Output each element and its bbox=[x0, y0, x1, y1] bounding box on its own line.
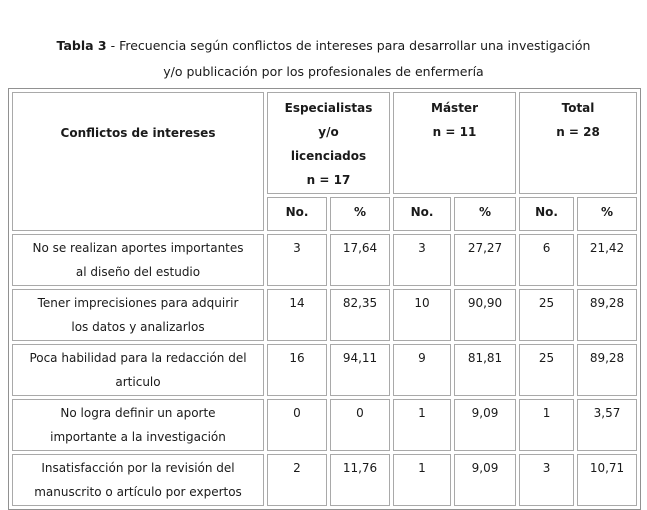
data-cell: 3 bbox=[267, 234, 327, 286]
data-cell: 25 bbox=[519, 344, 575, 396]
subheader-no-total: No. bbox=[519, 197, 575, 231]
data-cell: 3 bbox=[393, 234, 451, 286]
data-cell: 11,76 bbox=[330, 454, 390, 506]
data-cell: 3,57 bbox=[577, 399, 638, 451]
column-group-master: Máster n = 11 bbox=[393, 92, 517, 194]
data-cell: 3 bbox=[519, 454, 575, 506]
data-cell: 21,42 bbox=[577, 234, 638, 286]
table-row: No se realizan aportes importantes al di… bbox=[12, 234, 638, 286]
data-cell: 81,81 bbox=[454, 344, 517, 396]
data-cell: 17,64 bbox=[330, 234, 390, 286]
row-label: Tener imprecisiones para adquirir los da… bbox=[12, 289, 264, 341]
data-cell: 14 bbox=[267, 289, 327, 341]
data-cell: 10 bbox=[393, 289, 451, 341]
row-label: Poca habilidad para la redacción del art… bbox=[12, 344, 264, 396]
table-row: No logra definir un aporte importante a … bbox=[12, 399, 638, 451]
data-cell: 9 bbox=[393, 344, 451, 396]
table-row: Insatisfacción por la revisión del manus… bbox=[12, 454, 638, 506]
table-caption-number: Tabla 3 bbox=[56, 38, 107, 53]
data-cell: 6 bbox=[519, 234, 575, 286]
data-cell: 90,90 bbox=[454, 289, 517, 341]
header-row-groups: Conflictos de intereses Especialistas y/… bbox=[12, 92, 638, 231]
data-cell: 94,11 bbox=[330, 344, 390, 396]
column-group-especialistas: Especialistas y/o licenciados n = 17 bbox=[267, 92, 390, 194]
data-cell: 9,09 bbox=[454, 399, 517, 451]
data-cell: 16 bbox=[267, 344, 327, 396]
subheader-pct-total: % bbox=[577, 197, 638, 231]
subheader-pct-especialistas: % bbox=[330, 197, 390, 231]
header-row-subheaders: No. % No. % No. % bbox=[12, 197, 638, 231]
data-cell: 25 bbox=[519, 289, 575, 341]
row-label: No se realizan aportes importantes al di… bbox=[12, 234, 264, 286]
data-cell: 1 bbox=[393, 454, 451, 506]
data-cell: 0 bbox=[267, 399, 327, 451]
column-header-conflictos: Conflictos de intereses bbox=[12, 92, 264, 231]
table-row: Poca habilidad para la redacción del art… bbox=[12, 344, 638, 396]
data-cell: 89,28 bbox=[577, 344, 638, 396]
subheader-no-master: No. bbox=[393, 197, 451, 231]
data-cell: 10,71 bbox=[577, 454, 638, 506]
data-cell: 2 bbox=[267, 454, 327, 506]
data-cell: 82,35 bbox=[330, 289, 390, 341]
data-cell: 0 bbox=[330, 399, 390, 451]
subheader-no-especialistas: No. bbox=[267, 197, 327, 231]
row-label: Insatisfacción por la revisión del manus… bbox=[12, 454, 264, 506]
data-cell: 9,09 bbox=[454, 454, 517, 506]
data-cell: 27,27 bbox=[454, 234, 517, 286]
data-cell: 1 bbox=[519, 399, 575, 451]
table-caption: Tabla 3 - Frecuencia según conflictos de… bbox=[6, 7, 641, 85]
data-cell: 89,28 bbox=[577, 289, 638, 341]
frequency-table: Conflictos de intereses Especialistas y/… bbox=[8, 88, 642, 510]
subheader-pct-master: % bbox=[454, 197, 517, 231]
data-cell: 1 bbox=[393, 399, 451, 451]
table-caption-text: - Frecuencia según conflictos de interes… bbox=[110, 38, 591, 79]
column-group-total: Total n = 28 bbox=[519, 92, 638, 194]
row-label: No logra definir un aporte importante a … bbox=[12, 399, 264, 451]
table-row: Tener imprecisiones para adquirir los da… bbox=[12, 289, 638, 341]
